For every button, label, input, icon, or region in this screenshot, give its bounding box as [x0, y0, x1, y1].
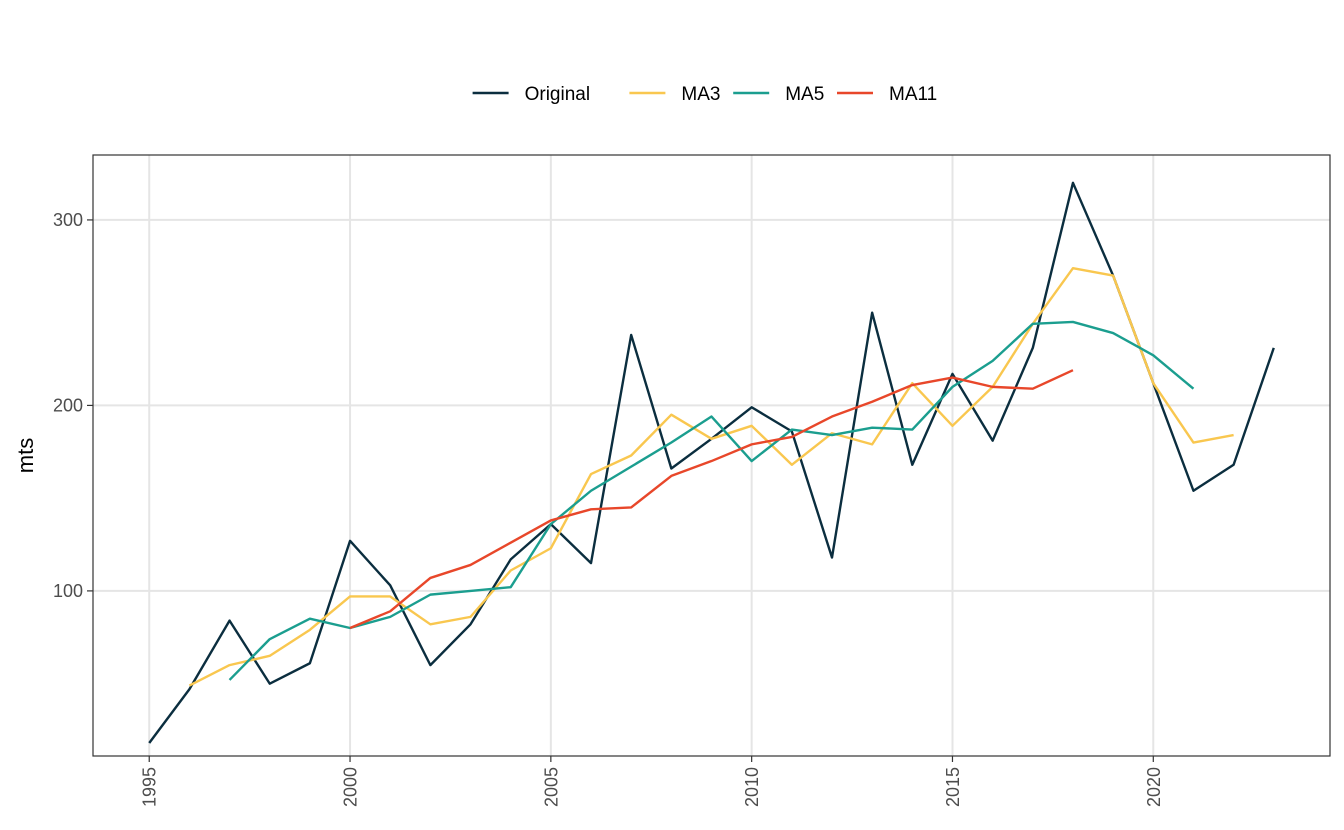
- x-axis: 1995 2000 2005 2010 2015 2020: [140, 756, 1164, 807]
- plot-panel: [93, 155, 1330, 756]
- panel-background: [93, 155, 1330, 756]
- legend: Original MA3 MA5 MA11: [472, 84, 937, 105]
- y-tick-label-100: 100: [53, 581, 83, 601]
- x-tick-label-2000: 2000: [341, 767, 361, 807]
- panel-border: [92, 154, 1331, 757]
- plot-frame: [92, 154, 1331, 757]
- series-layer: [148, 181, 1275, 744]
- x-tick-label-2015: 2015: [943, 767, 963, 807]
- y-tick-label-300: 300: [53, 210, 83, 230]
- series-line-ma11: [349, 369, 1074, 630]
- legend-label-ma5: MA5: [785, 84, 824, 105]
- x-tick-label-2005: 2005: [541, 767, 561, 807]
- legend-label-ma11: MA11: [889, 84, 937, 105]
- series-line-ma5: [228, 320, 1195, 681]
- y-axis-title: mts: [13, 438, 38, 473]
- y-tick-label-200: 200: [53, 395, 83, 415]
- grid-lines: [93, 155, 1330, 756]
- x-tick-label-2010: 2010: [742, 767, 762, 807]
- legend-label-original: Original: [525, 84, 590, 105]
- legend-label-ma3: MA3: [681, 84, 720, 105]
- x-tick-label-1995: 1995: [140, 767, 160, 807]
- y-axis: 100 200 300: [53, 210, 93, 601]
- x-tick-label-2020: 2020: [1144, 767, 1164, 807]
- series-line-ma3: [188, 266, 1234, 687]
